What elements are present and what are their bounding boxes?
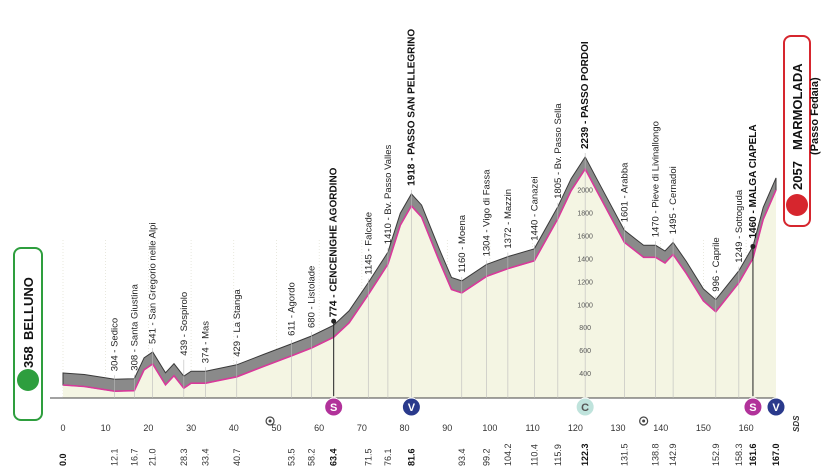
- sprint-marker-letter: S: [330, 402, 337, 414]
- waypoint-label: 1145 - Falcade: [363, 212, 374, 275]
- waypoint-label: 1160 - Moena: [457, 214, 468, 273]
- waypoint-label: 374 - Mas: [201, 321, 212, 363]
- distance-label: 104.2: [503, 443, 513, 466]
- km-tick-label: 90: [442, 423, 452, 433]
- distance-label: 158.3: [734, 443, 744, 466]
- waypoint-label: 1601 - Arabba: [619, 162, 630, 222]
- distance-label: 131.5: [619, 443, 629, 466]
- distance-label: 76.1: [383, 448, 393, 466]
- finish-sublabel: (Passo Fedaia): [809, 77, 821, 155]
- km-tick-label: 50: [271, 423, 281, 433]
- gpm-marker-icon: [766, 397, 786, 417]
- distance-label: 110.4: [529, 444, 539, 466]
- waypoint-label: 1372 - Mazzin: [503, 189, 514, 249]
- km-tick-label: 100: [482, 423, 497, 433]
- distance-label: 21.0: [148, 448, 158, 466]
- distance-label: 0.0: [58, 453, 68, 466]
- gpm-marker-icon: [401, 397, 421, 417]
- distance-label: 28.3: [179, 448, 189, 466]
- km-tick-label: 30: [186, 423, 196, 433]
- waypoint-label: 2239 - PASSO PORDOI: [580, 41, 591, 149]
- sds-label: SDS: [792, 415, 801, 432]
- waypoint-label: 439 - Sospirolo: [179, 292, 190, 356]
- waypoint-label: 541 - San Gregorio nelle Alpi: [148, 223, 159, 344]
- bike-icon: [17, 369, 39, 391]
- km-axis: 0 10 20 30 40 50 60 70 80 90 100 110 120 130 140 150 160…: [58, 423, 781, 466]
- distance-label: 93.4: [457, 448, 467, 466]
- feed-zone-icon-dot: [642, 419, 646, 423]
- cima-coppi-marker-letter: C: [581, 402, 589, 414]
- km-tick-label: 140: [653, 423, 668, 433]
- km-tick-label: 20: [143, 423, 153, 433]
- waypoint-label: 308 - Santa Giustina: [129, 283, 140, 370]
- waypoint-label: 1249 - Sottoguda: [734, 189, 745, 263]
- km-tick-label: 80: [400, 423, 410, 433]
- profile-area: [63, 157, 776, 398]
- sprint-marker-letter: S: [749, 402, 756, 414]
- bike-icon: [786, 194, 808, 216]
- distance-label: 63.4: [329, 448, 339, 466]
- feed-zone-icon-dot: [268, 419, 272, 423]
- km-tick-label: 10: [101, 423, 111, 433]
- waypoint-labels: 304 - Sedico 308 - Santa Giustina 541 - Sa…: [110, 29, 759, 398]
- waypoint-label: 1495 - Cernadoi: [668, 166, 679, 234]
- waypoint-label: 1805 - Bv. Passo Sella: [553, 103, 564, 199]
- distance-label: 122.3: [580, 443, 590, 466]
- distance-label: 115.9: [553, 444, 563, 466]
- waypoint-label: 1460 - MALGA CIAPELA: [748, 124, 759, 238]
- road-line: [62, 167, 777, 393]
- distance-label: 81.6: [406, 448, 416, 466]
- distance-label: 12.1: [110, 448, 120, 466]
- distance-label: 71.5: [363, 448, 373, 466]
- distance-label: 167.0: [771, 443, 781, 466]
- distance-label: 33.4: [201, 448, 211, 466]
- sprint-marker-icon: [743, 397, 763, 417]
- start-altitude: 358: [21, 346, 36, 368]
- km-tick-label: 60: [314, 423, 324, 433]
- gpm-marker-letter: V: [408, 402, 416, 414]
- distance-label: 138.8: [651, 443, 661, 466]
- finish-label: MARMOLADA: [790, 63, 805, 150]
- distance-label: 161.6: [748, 443, 758, 466]
- waypoint-label: 1410 - Bv. Passo Valles: [383, 145, 394, 245]
- km-tick-label: 110: [525, 423, 539, 433]
- waypoint-label: 774 - CENCENIGHE AGORDINO: [329, 167, 340, 317]
- distance-label: 152.9: [711, 443, 721, 466]
- waypoint-label: 1470 - Pieve di Livinallongo: [651, 121, 662, 237]
- distance-label: 53.5: [286, 448, 296, 466]
- km-tick-label: 160: [739, 423, 754, 433]
- km-tick-label: 70: [357, 423, 367, 433]
- km-tick-label: 130: [611, 423, 626, 433]
- waypoint-label: 1440 - Canazei: [529, 176, 540, 240]
- start-badge: BELLUNO 358: [13, 247, 43, 421]
- distance-label: 40.7: [232, 448, 242, 466]
- gpm-marker-letter: V: [772, 402, 780, 414]
- waypoint-label: 304 - Sedico: [110, 318, 121, 371]
- marker-dot: [750, 243, 756, 249]
- waypoint-label: 680 - Listolade: [307, 266, 318, 328]
- km-tick-label: 40: [229, 423, 239, 433]
- waypoint-label: 611 - Agordo: [286, 282, 297, 336]
- finish-altitude: 2057: [790, 161, 805, 190]
- km-tick-label: 0: [60, 423, 65, 433]
- marker-dot: [331, 318, 337, 324]
- km-tick-label: 150: [696, 423, 711, 433]
- distance-label: 142.9: [668, 443, 678, 466]
- distance-label: 58.2: [307, 448, 317, 466]
- cima-coppi-marker-icon: [575, 397, 595, 417]
- distance-label: 99.2: [482, 448, 492, 466]
- waypoint-label: 1304 - Vigo di Fassa: [482, 169, 493, 257]
- waypoint-label: 1918 - PASSO SAN PELLEGRINO: [406, 29, 417, 186]
- start-label: BELLUNO: [21, 277, 36, 340]
- sprint-marker-icon: [324, 397, 344, 417]
- waypoint-label: 996 - Caprile: [711, 237, 722, 291]
- km-tick-label: 120: [568, 423, 583, 433]
- finish-badge: 2057 MARMOLADA (Passo Fedaia): [783, 35, 821, 227]
- distance-label: 16.7: [129, 448, 139, 466]
- waypoint-label: 429 - La Stanga: [232, 288, 243, 356]
